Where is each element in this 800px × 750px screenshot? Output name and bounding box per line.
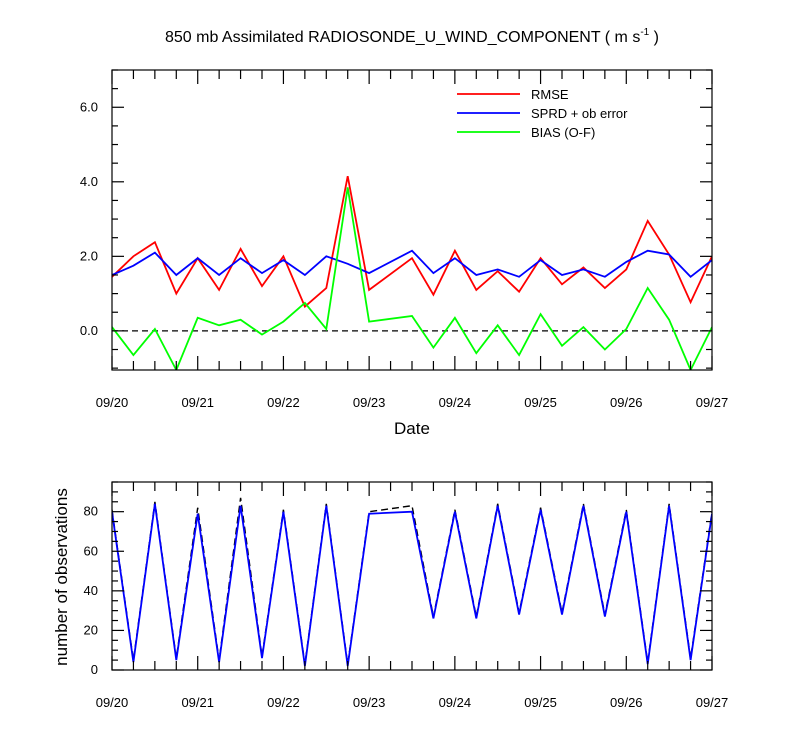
y-axis-title: number of observations — [52, 488, 71, 666]
x-tick-label: 09/24 — [439, 695, 472, 710]
y-tick-label: 20 — [84, 622, 98, 637]
x-tick-label: 09/20 — [96, 695, 129, 710]
series-line-rmse — [112, 176, 712, 309]
y-tick-label: 80 — [84, 504, 98, 519]
x-tick-label: 09/23 — [353, 395, 386, 410]
y-tick-label: 40 — [84, 583, 98, 598]
chart-title: 850 mb Assimilated RADIOSONDE_U_WIND_COM… — [165, 27, 659, 46]
top-plot-area — [112, 176, 712, 370]
x-tick-label: 09/25 — [524, 395, 557, 410]
bottom-plot-area — [112, 497, 712, 667]
y-tick-label: 2.0 — [80, 248, 98, 263]
x-tick-label: 09/27 — [696, 695, 729, 710]
series-line-assimilated — [112, 503, 712, 667]
x-tick-label: 09/24 — [439, 395, 472, 410]
series-line-possible — [112, 497, 712, 665]
y-tick-label: 0.0 — [80, 323, 98, 338]
x-tick-label: 09/25 — [524, 695, 557, 710]
y-tick-label: 6.0 — [80, 99, 98, 114]
legend-label-rmse: RMSE — [531, 87, 569, 102]
x-tick-label: 09/26 — [610, 395, 643, 410]
x-tick-label: 09/22 — [267, 695, 300, 710]
chart-title-superscript: -1 — [640, 27, 649, 38]
x-tick-label: 09/21 — [181, 695, 214, 710]
bottom-plot-frame — [111, 481, 713, 671]
x-tick-label: 09/27 — [696, 395, 729, 410]
observation-count-chart: number of observations 09/20 09/21 09/22 09… — [52, 481, 729, 710]
series-line-bias-o-f — [112, 187, 712, 370]
x-tick-label: 09/22 — [267, 395, 300, 410]
y-tick-label: 0 — [91, 662, 98, 677]
x-tick-label: 09/23 — [353, 695, 386, 710]
chart-legend: RMSE SPRD + ob error BIAS (O-F) — [457, 87, 628, 140]
y-tick-label: 60 — [84, 543, 98, 558]
legend-label-sprd-ob-error: SPRD + ob error — [531, 106, 628, 121]
chart-title-main: 850 mb Assimilated RADIOSONDE_U_WIND_COM… — [165, 29, 640, 46]
chart-title-close: ) — [649, 29, 659, 46]
y-tick-label: 4.0 — [80, 174, 98, 189]
rmse-spread-bias-chart: 850 mb Assimilated RADIOSONDE_U_WIND_COM… — [80, 27, 728, 438]
x-tick-label: 09/20 — [96, 395, 129, 410]
x-axis-title: Date — [394, 419, 430, 438]
x-tick-label: 09/21 — [181, 395, 214, 410]
x-tick-label: 09/26 — [610, 695, 643, 710]
series-line-sprd-ob-error — [112, 249, 712, 279]
legend-label-bias-o-f: BIAS (O-F) — [531, 125, 595, 140]
